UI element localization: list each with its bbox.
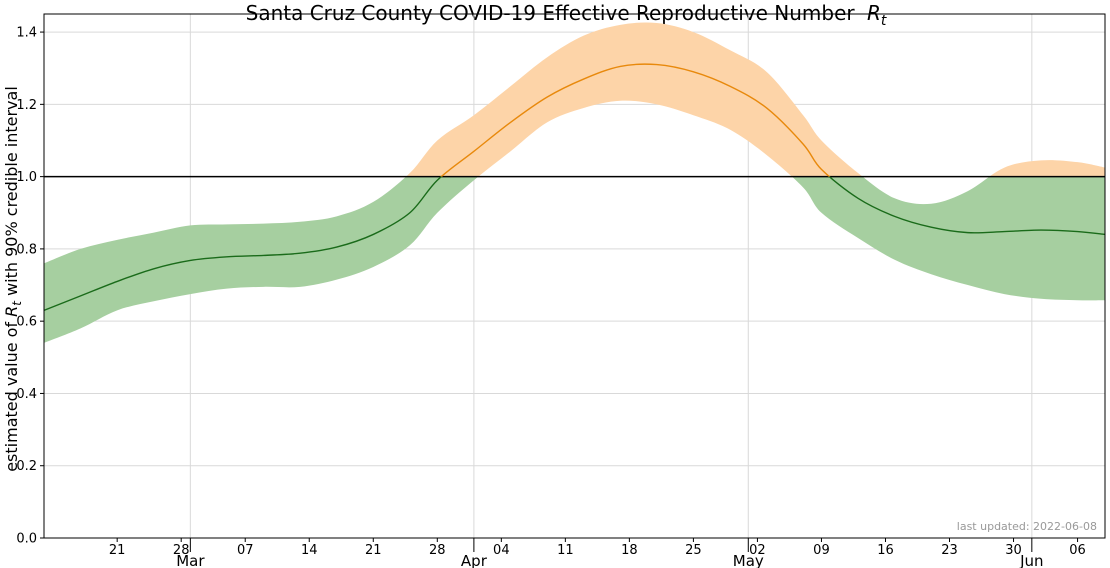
rt-line-group xyxy=(44,63,1105,311)
rt-line-above-one xyxy=(440,63,831,177)
y-tick-label: 0.8 xyxy=(16,242,37,257)
x-tick-label-day: 21 xyxy=(109,543,126,558)
y-tick-label: 1.2 xyxy=(16,98,37,113)
x-tick-label-day: 21 xyxy=(365,543,382,558)
credible-band-above-one xyxy=(406,22,1105,177)
x-tick-label-month: Jun xyxy=(1019,552,1043,568)
x-tick-label-day: 28 xyxy=(173,543,190,558)
y-tick-label: 0.4 xyxy=(16,387,37,402)
y-tick-label: 0.0 xyxy=(16,532,37,547)
y-tick-label: 0.6 xyxy=(16,315,37,330)
y-tick-label: 0.2 xyxy=(16,459,37,474)
x-tick-label-day: 14 xyxy=(301,543,318,558)
last-updated-note: last updated: 2022-06-08 xyxy=(957,520,1097,533)
x-tick-label-day: 06 xyxy=(1069,543,1086,558)
y-tick-label: 1.0 xyxy=(16,170,37,185)
x-tick-label-day: 16 xyxy=(877,543,894,558)
x-tick-label-month: Apr xyxy=(461,552,488,568)
x-tick-label-month: May xyxy=(733,552,764,568)
x-tick-label-day: 09 xyxy=(813,543,830,558)
x-tick-label-day: 28 xyxy=(429,543,446,558)
rt-line-above-group xyxy=(440,63,831,177)
y-tick-label: 1.4 xyxy=(16,26,37,41)
plot-frame xyxy=(43,13,1106,539)
credible-band-below-one xyxy=(44,176,1105,343)
x-tick-label-day: 11 xyxy=(557,543,574,558)
x-tick-label-day: 30 xyxy=(1005,543,1022,558)
rt-line-below-one xyxy=(44,176,1105,311)
rt-line-below-group xyxy=(44,176,1105,311)
credible-interval-band xyxy=(44,22,1105,343)
x-tick-label-month: Mar xyxy=(176,552,205,568)
x-tick-label-day: 18 xyxy=(621,543,638,558)
band-below-group xyxy=(44,176,1105,343)
x-tick-label-day: 25 xyxy=(685,543,702,558)
x-tick-label-day: 02 xyxy=(749,543,766,558)
x-tick-label-day: 23 xyxy=(941,543,958,558)
axes: 0.0 0.2 0.4 0.6 0.8 1.0 1.2 1.4 21 28 07 14 21 28 04 11… xyxy=(16,13,1106,568)
y-axis-label: estimated value of Rt with 90% credible … xyxy=(2,86,24,472)
chart-title: Santa Cruz County COVID-19 Effective Rep… xyxy=(246,1,887,29)
x-tick-label-day: 04 xyxy=(493,543,510,558)
band-above-group xyxy=(406,22,1105,177)
x-tick-label-day: 07 xyxy=(237,543,254,558)
